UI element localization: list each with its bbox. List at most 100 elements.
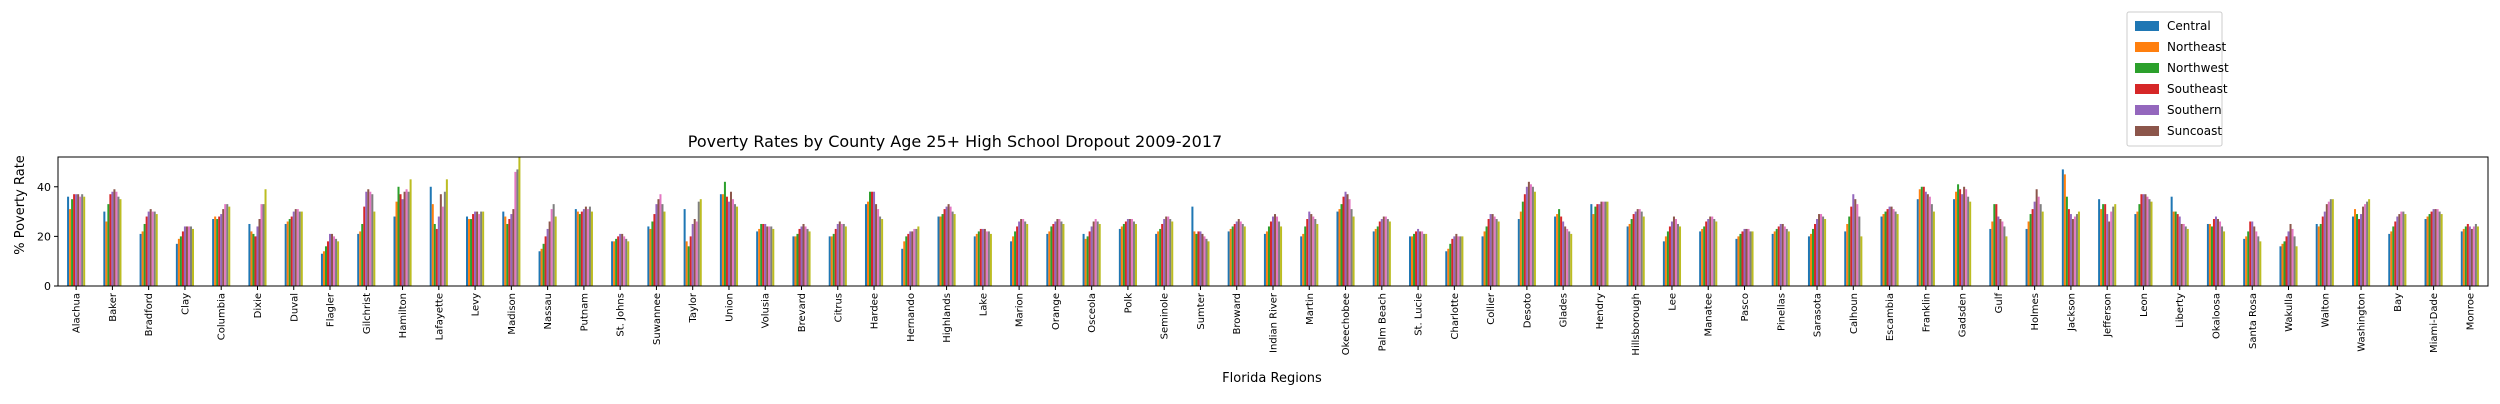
bar <box>1604 201 1607 286</box>
bar <box>2317 226 2320 286</box>
bar <box>913 228 916 286</box>
bar <box>2474 223 2477 286</box>
bar <box>2184 226 2187 286</box>
bar <box>478 214 481 286</box>
bar <box>2440 214 2443 286</box>
bar <box>405 189 408 286</box>
bar <box>294 209 297 286</box>
bar <box>1481 236 1484 286</box>
bar <box>1527 181 1530 286</box>
bar <box>1493 216 1496 286</box>
bar <box>1157 231 1160 286</box>
bar <box>937 216 940 286</box>
bar <box>2214 216 2217 286</box>
bar <box>1846 223 1849 286</box>
bar <box>1233 223 1236 286</box>
bar <box>1128 219 1131 286</box>
x-tick-label: Miami-Dade <box>2429 293 2440 353</box>
bar <box>951 211 954 286</box>
bar <box>834 228 837 286</box>
bar <box>1241 223 1244 286</box>
bar <box>1707 219 1710 286</box>
bar <box>1269 221 1272 286</box>
bar <box>1807 236 1810 286</box>
bar <box>975 233 978 286</box>
bar <box>395 201 398 286</box>
bar <box>1016 226 1019 286</box>
bar <box>2170 196 2173 286</box>
bar <box>141 231 144 286</box>
bar <box>2283 241 2286 286</box>
bar <box>1300 236 1303 286</box>
bar <box>2470 228 2473 286</box>
bar <box>2144 194 2147 286</box>
bar-group-59 <box>2206 216 2226 286</box>
bar <box>879 216 882 286</box>
bar <box>2172 211 2175 286</box>
bar-group-34 <box>1300 211 1319 286</box>
bar <box>1487 219 1490 286</box>
bar <box>292 211 295 286</box>
bar <box>760 223 763 286</box>
bar <box>1308 211 1311 286</box>
bar <box>1592 214 1595 286</box>
bar <box>1699 231 1702 286</box>
bar <box>574 209 577 286</box>
bar <box>2029 214 2032 286</box>
bar <box>1316 223 1319 286</box>
bar <box>657 199 660 286</box>
x-tick-label: Dixie <box>253 293 264 318</box>
bar <box>983 228 986 286</box>
bar <box>2247 231 2250 286</box>
bar <box>2329 199 2332 286</box>
bar <box>1715 221 1718 286</box>
bar-group-46 <box>1735 228 1754 286</box>
bar <box>1924 191 1927 286</box>
bar <box>909 231 912 286</box>
bar <box>2148 199 2151 286</box>
bar <box>1858 216 1861 286</box>
bar <box>1088 231 1091 286</box>
bar <box>2180 223 2183 286</box>
bar <box>1419 231 1422 286</box>
bar <box>220 214 223 286</box>
bar <box>369 191 372 286</box>
bar <box>264 189 267 286</box>
bar <box>431 204 434 286</box>
bar <box>538 251 541 286</box>
bar <box>181 231 184 286</box>
bar <box>2460 231 2463 286</box>
bar-group-11 <box>466 211 485 286</box>
bar <box>2462 228 2465 286</box>
bar <box>1265 231 1268 286</box>
x-tick-label: Pasco <box>1740 293 1751 322</box>
legend-label: Suncoast <box>2167 124 2222 138</box>
bar <box>107 204 110 286</box>
bar <box>1229 228 1232 286</box>
bar <box>175 243 178 286</box>
bar <box>806 228 809 286</box>
x-tick-label: Martin <box>1305 293 1316 325</box>
bar <box>331 233 334 286</box>
bar <box>1453 236 1456 286</box>
bar-group-49 <box>1844 194 1863 286</box>
bar <box>326 241 329 286</box>
x-tick-label: Jefferson <box>2103 293 2114 338</box>
bar <box>1344 191 1347 286</box>
bar <box>1771 233 1774 286</box>
bar <box>1046 233 1049 286</box>
bar <box>73 194 76 286</box>
x-tick-label: Hernando <box>906 293 917 342</box>
bar-group-28 <box>1082 219 1101 286</box>
bar <box>623 236 626 286</box>
bar-group-5 <box>248 189 267 286</box>
bar <box>1310 214 1313 286</box>
bar-group-20 <box>792 223 811 286</box>
bar <box>617 236 620 286</box>
bar <box>905 236 908 286</box>
bar <box>1342 196 1345 286</box>
bar <box>627 241 630 286</box>
bar <box>729 191 732 286</box>
bar <box>903 241 906 286</box>
